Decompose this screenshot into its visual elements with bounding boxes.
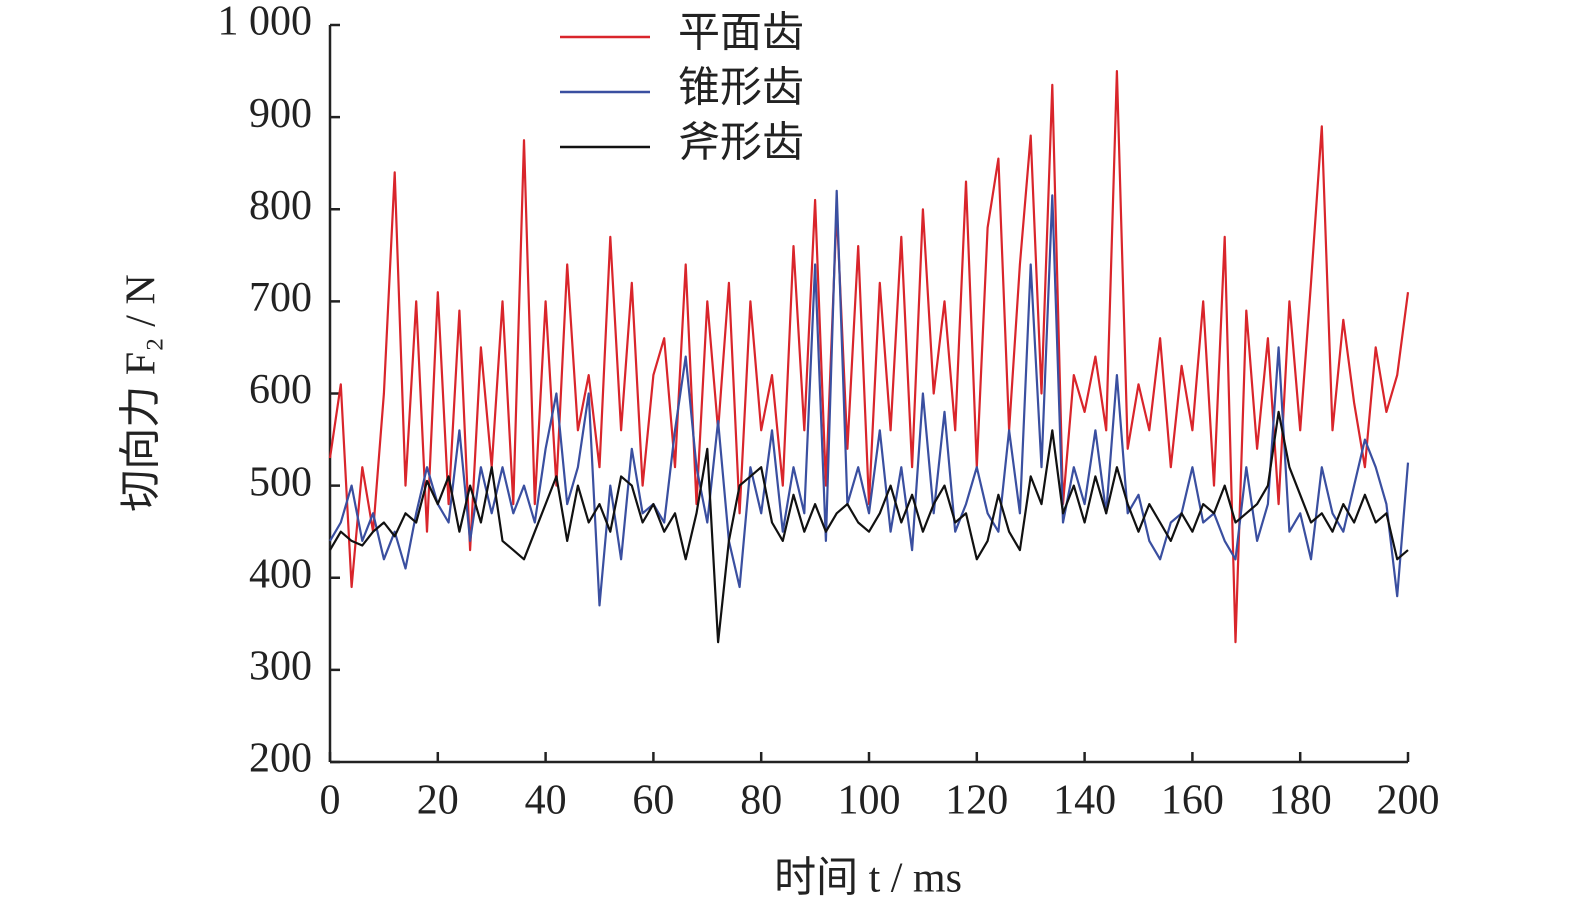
y-tick-label: 400 (249, 551, 312, 597)
x-tick-label: 100 (838, 778, 901, 824)
y-tick-label: 800 (249, 183, 312, 229)
x-tick-label: 80 (740, 778, 782, 824)
y-tick-label: 200 (249, 736, 312, 782)
x-tick-label: 20 (417, 778, 459, 824)
x-tick-label: 180 (1269, 778, 1332, 824)
x-tick-label: 160 (1161, 778, 1224, 824)
legend-label: 锥形齿 (678, 66, 804, 112)
y-tick-label: 900 (249, 91, 312, 137)
series-line (329, 410, 1409, 644)
series-line (328, 70, 1410, 644)
x-tick-label: 0 (320, 778, 341, 824)
x-tick-label: 140 (1053, 778, 1116, 824)
y-tick-label: 700 (249, 275, 312, 321)
y-tick-label: 300 (249, 644, 312, 690)
x-axis-label: 时间 t / ms (774, 856, 962, 902)
legend-label: 平面齿 (678, 11, 804, 57)
legend-label: 斧形齿 (678, 121, 804, 167)
y-tick-label: 500 (249, 459, 312, 505)
x-tick-label: 60 (632, 778, 674, 824)
x-tick-label: 200 (1377, 778, 1440, 824)
x-tick-label: 40 (525, 778, 567, 824)
y-tick-label: 1 000 (218, 0, 313, 45)
y-tick-label: 600 (249, 367, 312, 413)
x-tick-label: 120 (945, 778, 1008, 824)
series-line (329, 189, 1410, 607)
y-axis-label: 切向力 F₂ / N (119, 274, 165, 512)
